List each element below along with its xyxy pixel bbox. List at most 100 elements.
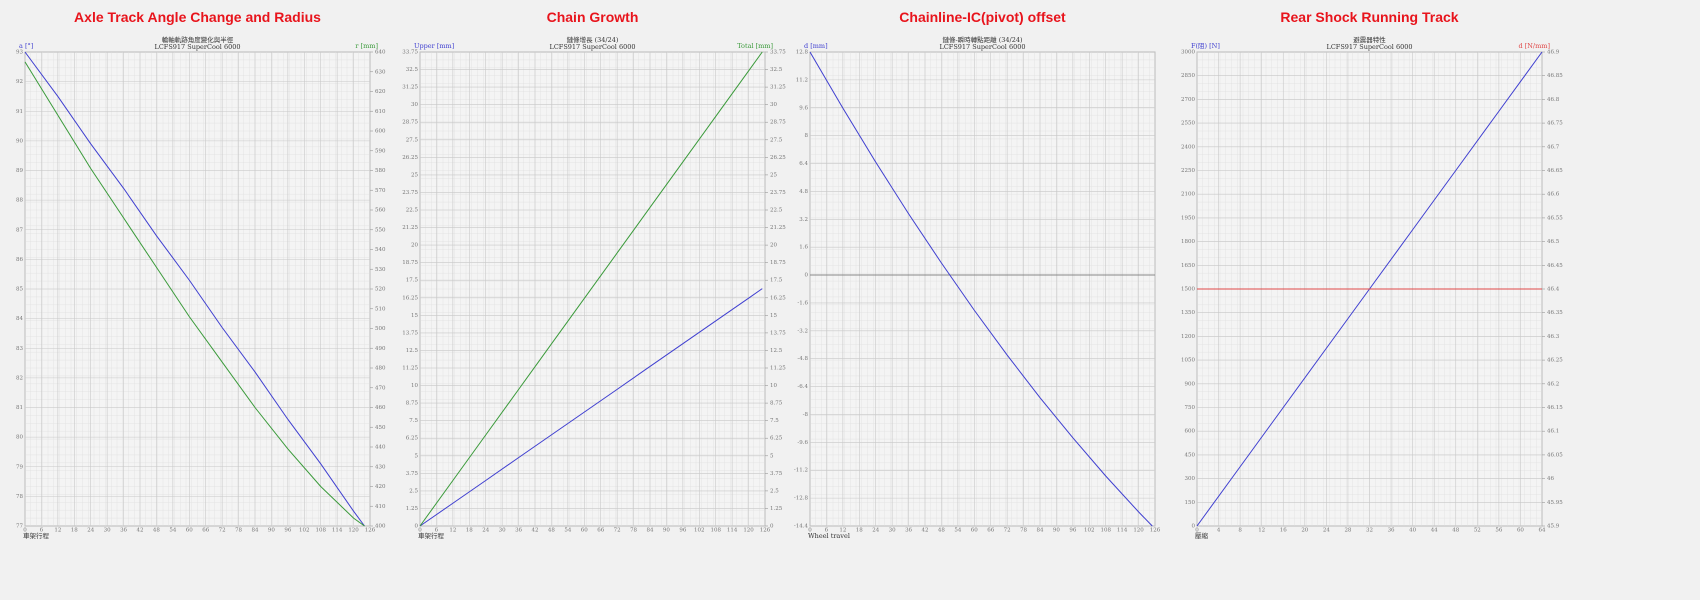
- x-tick-label: 72: [219, 528, 226, 534]
- y-tick-label: -9.6: [797, 440, 808, 446]
- y2-tick-label: 20: [770, 243, 777, 249]
- y-tick-label: 82: [16, 375, 23, 381]
- x-tick-label: 96: [1069, 528, 1076, 534]
- y2-tick-label: 400: [375, 524, 386, 530]
- y2-tick-label: 46.8: [1547, 97, 1560, 103]
- y-tick-label: 2700: [1181, 97, 1195, 103]
- y-tick-label: 89: [16, 168, 23, 174]
- y2-tick-label: 45.95: [1547, 500, 1563, 506]
- x-tick-label: 6: [40, 528, 44, 534]
- x-tick-label: 48: [548, 528, 555, 534]
- y2-tick-label: 25: [770, 172, 777, 178]
- x-tick-label: 48: [153, 528, 160, 534]
- y2-tick-label: 600: [375, 129, 386, 135]
- y2-tick-label: 8.75: [770, 401, 783, 407]
- y2-tick-label: 46.3: [1547, 334, 1560, 340]
- y-tick-label: 17.5: [406, 278, 419, 284]
- x-tick-label: 102: [694, 528, 705, 534]
- x-tick-label: 4: [1217, 528, 1221, 534]
- y2-tick-label: 46: [1547, 476, 1554, 482]
- y2-tick-label: 45.9: [1547, 524, 1560, 530]
- y-tick-label: -6.4: [797, 384, 808, 390]
- y-tick-label: 27.5: [406, 137, 419, 143]
- x-tick-label: 114: [727, 528, 738, 534]
- x-tick-label: 90: [1053, 528, 1060, 534]
- x-tick-label: 52: [1474, 528, 1481, 534]
- y-tick-label: 22.5: [406, 208, 419, 214]
- y2-tick-label: 590: [375, 148, 386, 154]
- y2-tick-label: 0: [770, 524, 774, 530]
- x-tick-label: 84: [252, 528, 259, 534]
- y-tick-label: 600: [1185, 429, 1196, 435]
- y2-tick-label: 540: [375, 247, 386, 253]
- y-tick-label: 2550: [1181, 121, 1195, 127]
- subtitle: LCFS917 SuperCool 6000: [550, 43, 636, 51]
- y-tick-label: -14.4: [794, 524, 809, 530]
- y2-tick-label: 17.5: [770, 278, 783, 284]
- x-tick-label: 126: [1150, 528, 1161, 534]
- y2-tick-label: 15: [770, 313, 777, 319]
- y2-tick-label: 26.25: [770, 155, 786, 161]
- x-tick-label: 108: [315, 528, 326, 534]
- title: Rear Shock Running Track: [1280, 9, 1458, 25]
- series-line: [24, 51, 365, 527]
- series-line: [24, 61, 365, 527]
- x-tick-label: 72: [614, 528, 621, 534]
- x-tick-label: 84: [647, 528, 654, 534]
- y2-tick-label: 27.5: [770, 137, 783, 143]
- y-tick-label: 32.5: [406, 67, 419, 73]
- x-tick-label: 12: [839, 528, 846, 534]
- y-tick-label: 16.25: [402, 295, 418, 301]
- x-tick-label: 126: [365, 528, 376, 534]
- subtitle: 輪軸軌跡角度變化與半徑: [162, 35, 234, 44]
- x-tick-label: 54: [564, 528, 571, 534]
- y2-tick-label: 46.25: [1547, 358, 1563, 364]
- y-tick-label: 1800: [1181, 239, 1195, 245]
- y2-tick-label: 46.9: [1547, 50, 1560, 56]
- y-tick-label: 2100: [1181, 192, 1195, 198]
- chart-panel: 0 4 8 12 16 20 24 28 32 36 40 44 48 52 56 60 64015030045…: [1181, 9, 1563, 540]
- y-tick-label: 11.2: [796, 77, 808, 83]
- x-tick-label: 24: [1323, 528, 1330, 534]
- y-tick-label: 28.75: [402, 120, 418, 126]
- x-tick-label: 32: [1366, 528, 1373, 534]
- x-tick-label: 96: [679, 528, 686, 534]
- y-tick-label: 9.6: [799, 105, 808, 111]
- y2-tick-label: 470: [375, 385, 386, 391]
- x-tick-label: 12: [1258, 528, 1265, 534]
- y-tick-label: -4.8: [797, 356, 808, 362]
- y2-tick-label: 32.5: [770, 67, 783, 73]
- y2-tick-label: 46.15: [1547, 405, 1563, 411]
- y-tick-label: 1.6: [799, 245, 808, 251]
- x-tick-label: 0: [23, 528, 27, 534]
- y-tick-label: 10: [411, 383, 418, 389]
- y2-tick-label: 28.75: [770, 120, 786, 126]
- y2-tick-label: 46.45: [1547, 263, 1563, 269]
- y2-tick-label: 440: [375, 445, 386, 451]
- x-tick-label: 12: [54, 528, 61, 534]
- x-tick-label: 42: [137, 528, 144, 534]
- y-tick-label: 3000: [1181, 50, 1195, 56]
- y-tick-label: 21.25: [402, 225, 418, 231]
- x-tick-label: 36: [515, 528, 522, 534]
- y-tick-label: 6.25: [406, 436, 419, 442]
- y-tick-label: 1650: [1181, 263, 1195, 269]
- y2-tick-label: 7.5: [770, 418, 779, 424]
- y2-tick-label: 46.6: [1547, 192, 1560, 198]
- y-tick-label: 1200: [1181, 334, 1195, 340]
- y2-tick-label: 480: [375, 366, 386, 372]
- y-tick-label: 87: [16, 227, 23, 233]
- x-tick-label: 42: [532, 528, 539, 534]
- x-tick-label: 40: [1409, 528, 1416, 534]
- y-tick-label: 30: [411, 102, 418, 108]
- subtitle: 避震器特性: [1353, 35, 1386, 44]
- chart-panel: 0 6 12 18 24 30 36 42 48 54 60 66 72 78 84 90 96 102 108 11…: [794, 9, 1161, 540]
- y2-tick-label: 3.75: [770, 471, 783, 477]
- y-tick-label: 2400: [1181, 144, 1195, 150]
- x-tick-label: 60: [971, 528, 978, 534]
- y-tick-label: -12.8: [794, 496, 809, 502]
- y2-tick-label: 23.75: [770, 190, 786, 196]
- x-tick-label: 114: [1117, 528, 1128, 534]
- x-tick-label: 48: [1452, 528, 1459, 534]
- y2-tick-label: 610: [375, 109, 386, 115]
